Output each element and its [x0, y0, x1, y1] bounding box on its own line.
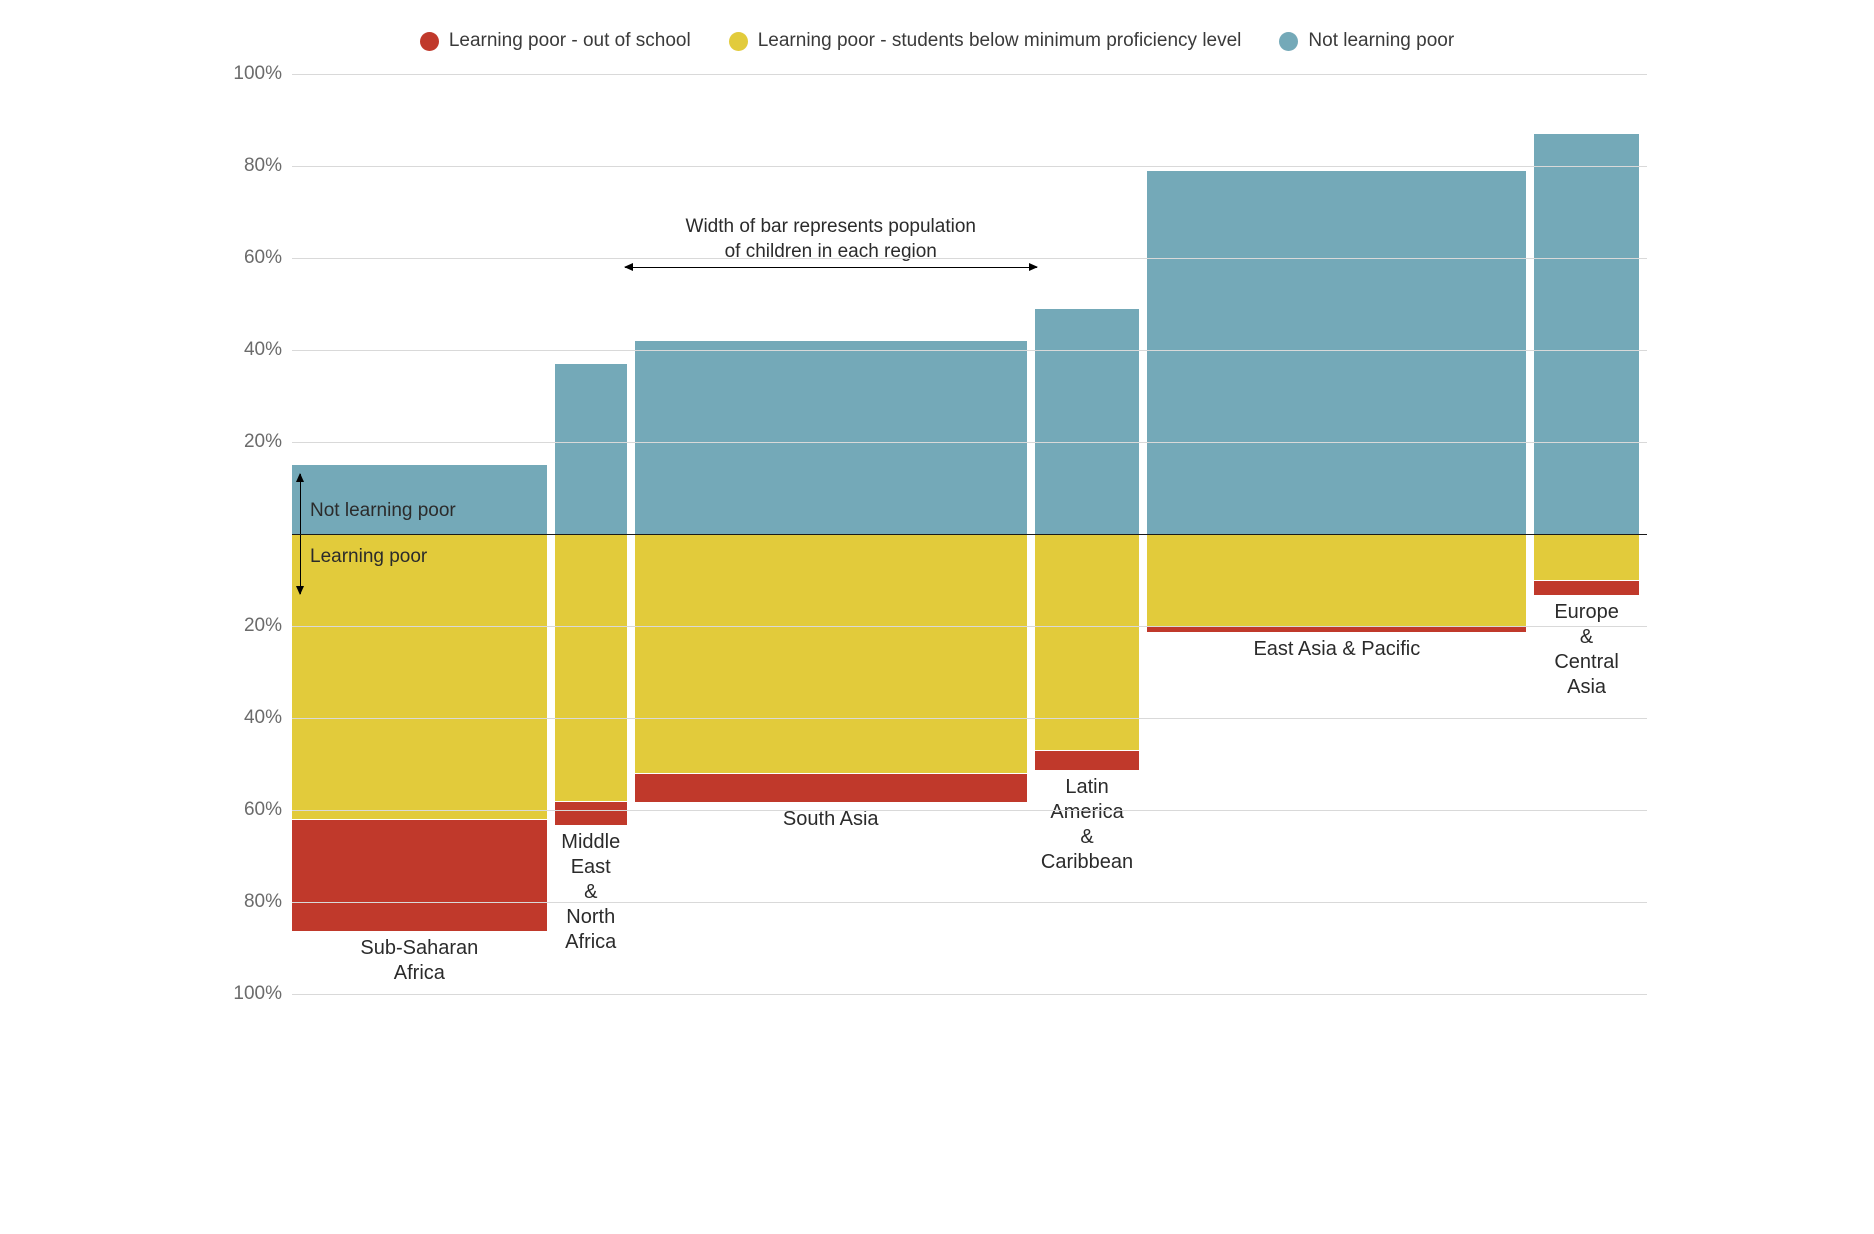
y-axis-tick-label: 100% [227, 63, 282, 85]
y-axis-tick-label: 40% [227, 707, 282, 729]
zero-line [292, 534, 1647, 535]
gridline [292, 258, 1647, 259]
gridline [292, 810, 1647, 811]
y-axis-tick-label: 40% [227, 339, 282, 361]
segment-below-min [635, 534, 1027, 773]
segment-below-min [1147, 534, 1526, 626]
legend-swatch [420, 32, 439, 51]
region-label: Europe&CentralAsia [1534, 600, 1638, 700]
gridline [292, 902, 1647, 903]
segment-not-learning-poor [635, 341, 1027, 534]
segment-not-learning-poor [1035, 309, 1139, 534]
segment-not-learning-poor [1147, 171, 1526, 534]
region-label: Sub-SaharanAfrica [292, 936, 547, 986]
y-axis-tick-label: 20% [227, 431, 282, 453]
horizontal-arrow-icon [625, 267, 1037, 268]
y-axis-tick-label: 100% [227, 983, 282, 1005]
region-label: MiddleEast&NorthAfrica [555, 830, 627, 955]
gridline [292, 442, 1647, 443]
segment-out-of-school [1147, 627, 1526, 632]
segment-out-of-school [635, 774, 1027, 802]
legend-swatch [729, 32, 748, 51]
y-axis-tick-label: 80% [227, 155, 282, 177]
y-axis-tick-label: 20% [227, 615, 282, 637]
legend-item-not-poor: Not learning poor [1279, 30, 1454, 52]
gridline [292, 626, 1647, 627]
legend-item-below-min: Learning poor - students below minimum p… [729, 30, 1242, 52]
segment-not-learning-poor [1534, 134, 1638, 534]
legend-label: Not learning poor [1308, 30, 1454, 52]
segment-out-of-school [555, 802, 627, 825]
region-label: LatinAmerica&Caribbean [1035, 775, 1139, 875]
annotation-not-learning-poor: Not learning poor [310, 500, 456, 522]
gridline [292, 718, 1647, 719]
gridline [292, 994, 1647, 995]
y-axis-tick-label: 80% [227, 891, 282, 913]
legend-item-out-of-school: Learning poor - out of school [420, 30, 691, 52]
y-axis-tick-label: 60% [227, 247, 282, 269]
segment-out-of-school [1534, 581, 1638, 595]
segment-out-of-school [292, 820, 547, 930]
legend: Learning poor - out of school Learning p… [227, 20, 1647, 74]
legend-label: Learning poor - out of school [449, 30, 691, 52]
segment-below-min [292, 534, 547, 819]
region-label: East Asia & Pacific [1147, 637, 1526, 662]
segment-not-learning-poor [555, 364, 627, 534]
gridline [292, 166, 1647, 167]
legend-swatch [1279, 32, 1298, 51]
plot-area: Sub-SaharanAfricaMiddleEast&NorthAfricaS… [227, 74, 1647, 994]
segment-below-min [1534, 534, 1638, 580]
gridline [292, 350, 1647, 351]
gridline [292, 74, 1647, 75]
segment-out-of-school [1035, 751, 1139, 769]
legend-label: Learning poor - students below minimum p… [758, 30, 1242, 52]
chart-container: Learning poor - out of school Learning p… [227, 20, 1647, 994]
segment-below-min [555, 534, 627, 801]
y-axis-tick-label: 60% [227, 799, 282, 821]
annotation-learning-poor: Learning poor [310, 546, 427, 568]
